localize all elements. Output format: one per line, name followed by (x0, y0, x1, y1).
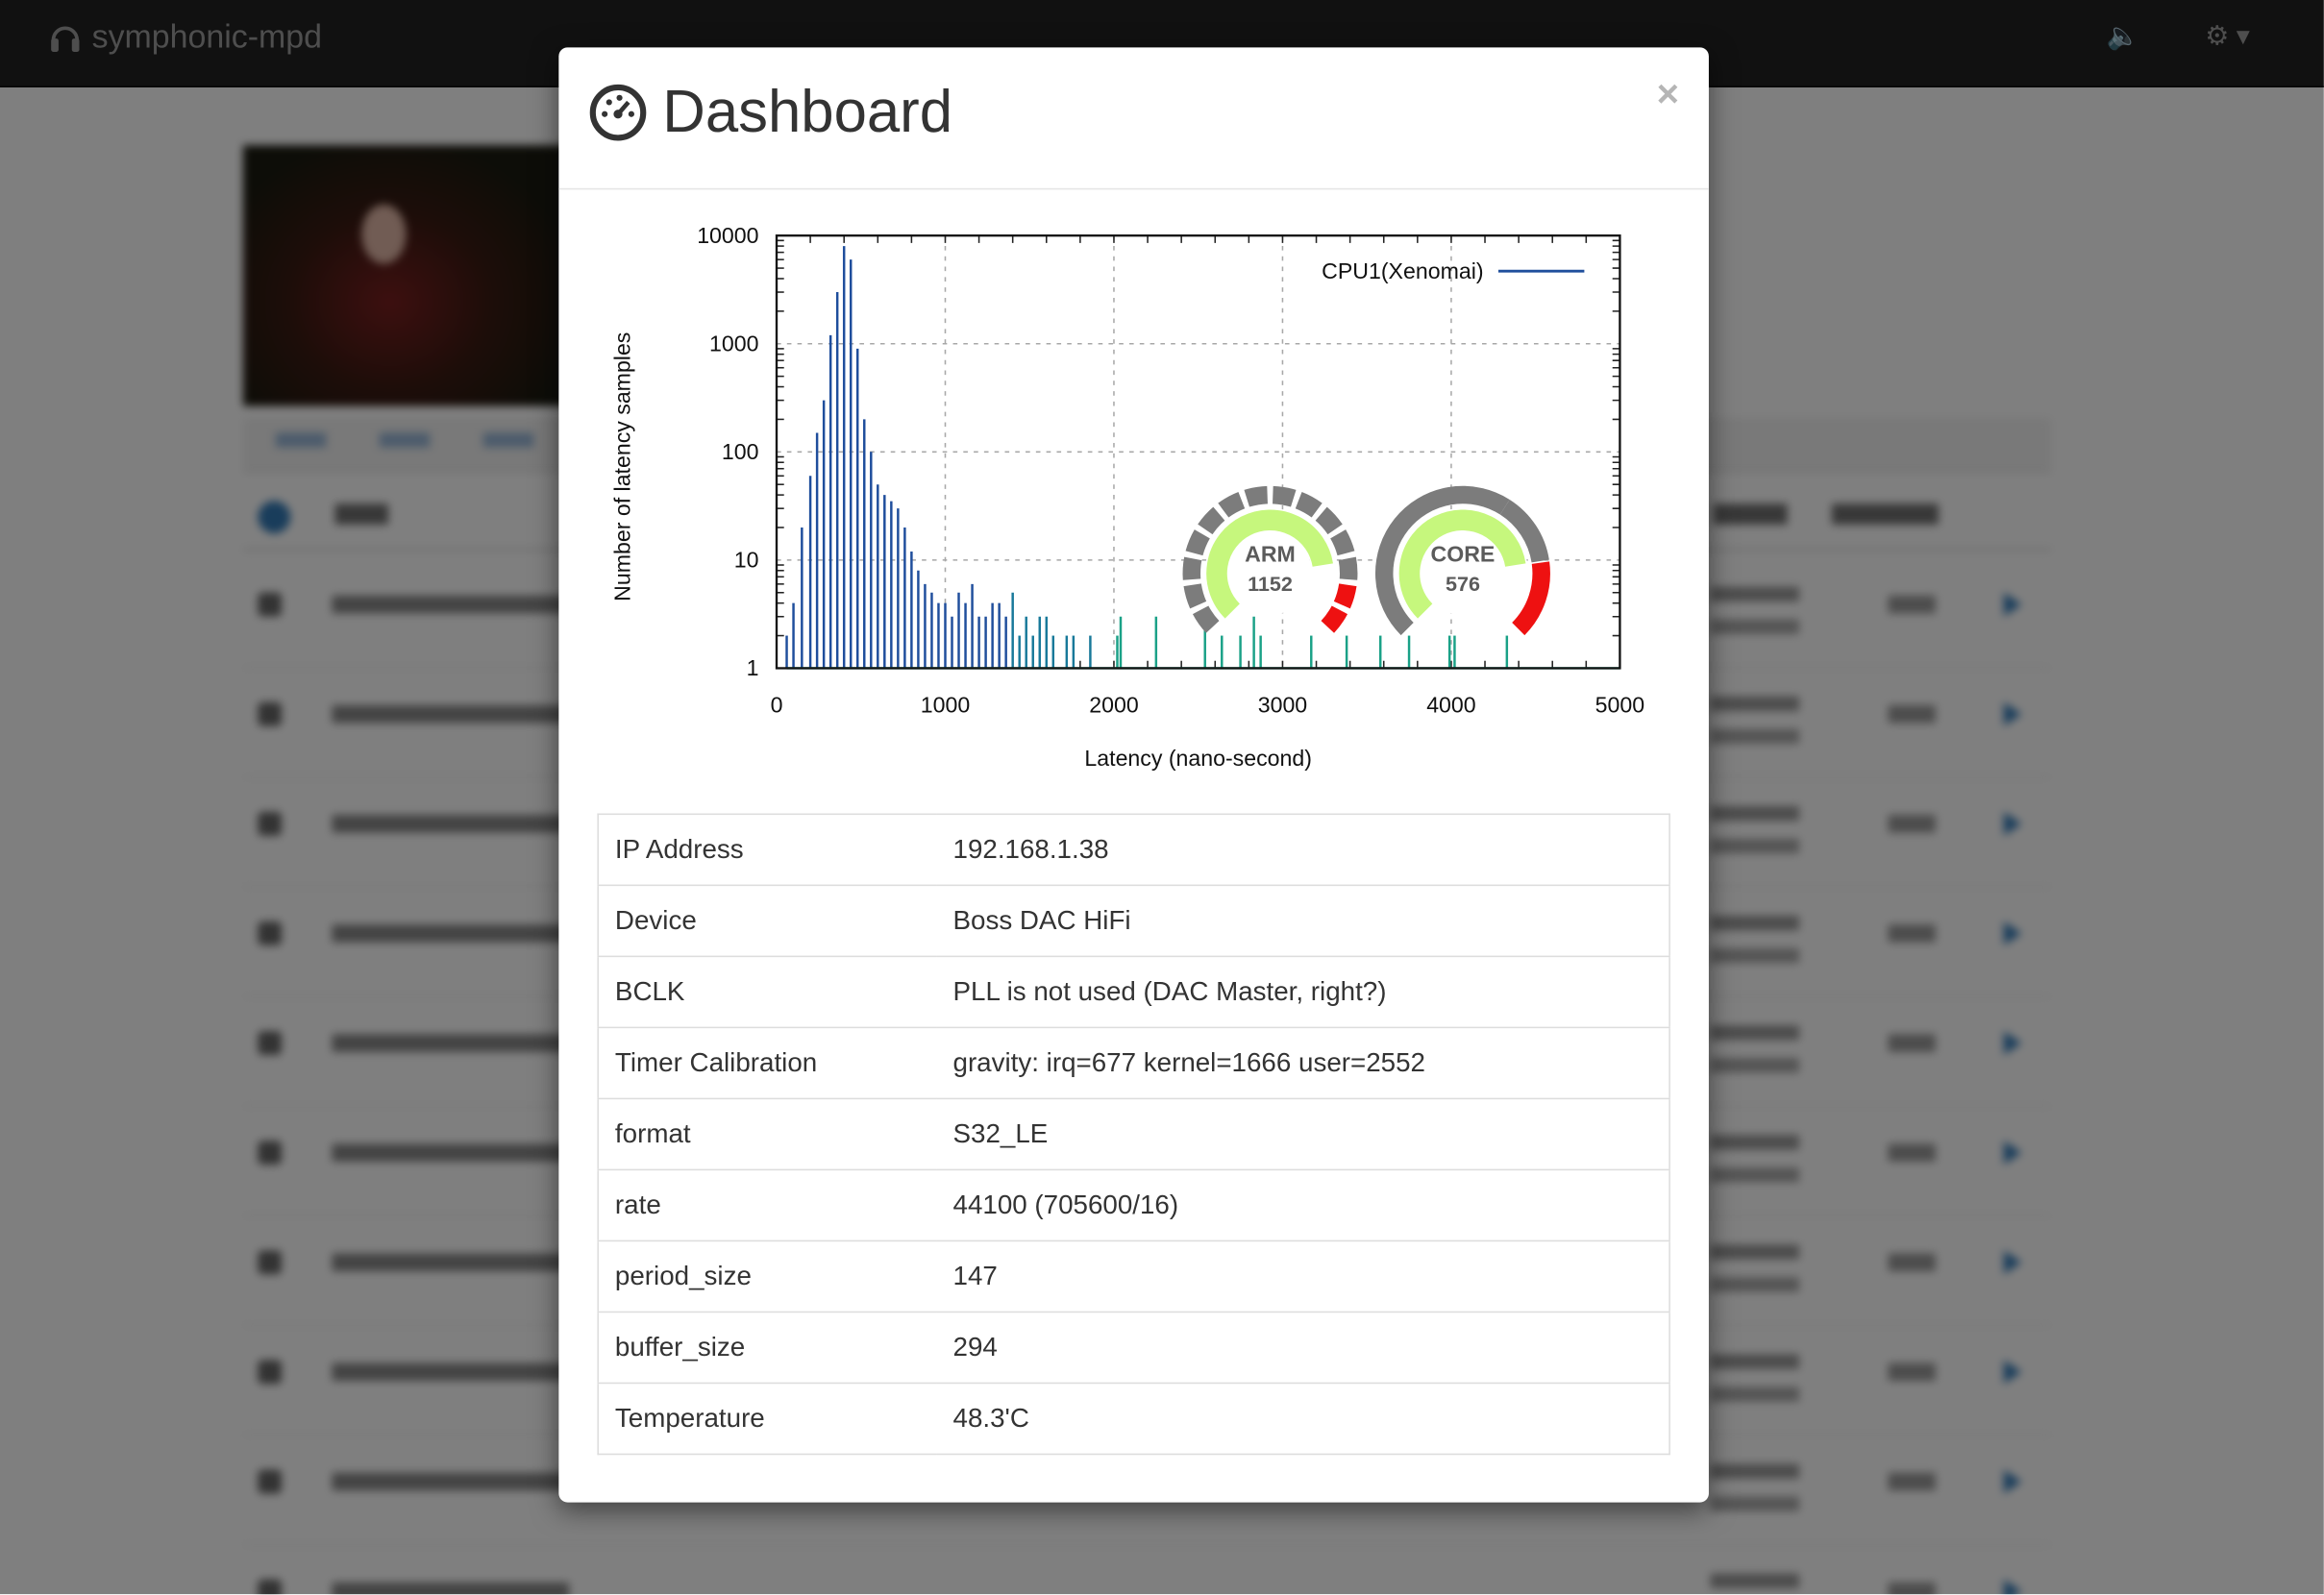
info-value: S32_LE (936, 1097, 1670, 1170)
gauge-center (1228, 531, 1312, 615)
gauge-ring-segment (1330, 529, 1355, 556)
gauge-ring-segment (1183, 583, 1207, 609)
info-key: rate (598, 1168, 937, 1241)
y-tick-label: 10 (734, 548, 759, 573)
info-key: Temperature (598, 1382, 937, 1455)
info-value: 48.3'C (936, 1382, 1670, 1455)
gauge-label: ARM (1245, 541, 1296, 566)
x-axis-label: Latency (nano-second) (1084, 746, 1312, 771)
gauge-ring-segment (1192, 605, 1220, 633)
info-table: IP Address 192.168.1.38 Device Boss DAC HiF… (597, 813, 1670, 1456)
latency-chart: 0 1000 2000 3000 4000 5000 1 10 100 1000 10000 Late… (609, 223, 1644, 771)
info-key: Timer Calibration (598, 1026, 937, 1099)
gauge-center (1421, 531, 1505, 615)
gauge-ring-segment (1333, 583, 1357, 609)
info-key: format (598, 1097, 937, 1170)
x-tick-label: 5000 (1595, 693, 1644, 718)
gauge-ring-segment (1198, 506, 1225, 535)
y-axis-label: Number of latency samples (609, 332, 634, 601)
info-value: Boss DAC HiFi (936, 884, 1670, 957)
table-row: rate 44100 (705600/16) (598, 1168, 1670, 1241)
gauge-fill (1206, 509, 1333, 619)
info-value: 147 (936, 1239, 1670, 1313)
x-tick-label: 4000 (1426, 693, 1475, 718)
info-value: 294 (936, 1311, 1670, 1384)
close-button[interactable]: × (1656, 71, 1680, 116)
gauge-ring-segment (1315, 506, 1343, 535)
legend-label: CPU1(Xenomai) (1322, 258, 1483, 283)
x-tick-label: 2000 (1089, 693, 1138, 718)
table-row: period_size 147 (598, 1239, 1670, 1313)
info-key: Device (598, 884, 937, 957)
x-tick-label: 0 (771, 693, 783, 718)
info-key: buffer_size (598, 1311, 937, 1384)
table-row: Device Boss DAC HiFi (598, 884, 1670, 957)
table-row: IP Address 192.168.1.38 (598, 814, 1669, 885)
gauge-value: 576 (1446, 572, 1480, 596)
y-tick-label: 10000 (697, 223, 758, 248)
modal-header: Dashboard × (558, 47, 1709, 190)
gauge-ring-segment (1375, 485, 1510, 636)
table-row: buffer_size 294 (598, 1311, 1670, 1384)
gauge-ring-segment (1182, 556, 1202, 580)
gauge-ring-segment (1244, 485, 1269, 507)
gauge-ring-segment (1321, 605, 1348, 633)
dashboard-modal: Dashboard × 0 1000 2000 3000 4000 5000 1 10 100 1… (558, 47, 1709, 1503)
info-key: IP Address (614, 834, 744, 864)
table-row: format S32_LE (598, 1097, 1670, 1170)
table-row: Timer Calibration gravity: irq=677 kernel… (598, 1026, 1670, 1099)
info-value: PLL is not used (DAC Master, right?) (936, 955, 1670, 1028)
info-value: 44100 (705600/16) (936, 1168, 1670, 1241)
gauge-value: 1152 (1248, 572, 1293, 596)
gauge-ring-segment (1185, 529, 1210, 556)
info-value: gravity: irq=677 kernel=1666 user=2552 (936, 1026, 1670, 1099)
gauge-ring-segment (1511, 561, 1550, 636)
y-tick-label: 1000 (709, 331, 758, 356)
gauge-ring-segment (1499, 499, 1549, 563)
plot-frame (775, 234, 1621, 670)
info-key: period_size (598, 1239, 937, 1313)
y-tick-label: 100 (722, 439, 759, 464)
info-key: BCLK (598, 955, 937, 1028)
gauge-ring-segment (1295, 491, 1323, 518)
gauge-fill (1398, 509, 1526, 619)
x-tick-label: 3000 (1258, 693, 1307, 718)
modal-title: Dashboard (662, 80, 953, 146)
gauge-ring-segment (1272, 485, 1297, 507)
gauge-label: CORE (1431, 541, 1496, 566)
dashboard-icon (589, 84, 647, 141)
gauge-ring-segment (1338, 556, 1358, 580)
y-tick-label: 1 (747, 655, 759, 680)
gauge-ring-segment (1218, 491, 1246, 518)
x-tick-label: 1000 (921, 693, 970, 718)
info-value: 192.168.1.38 (952, 834, 1109, 864)
table-row: BCLK PLL is not used (DAC Master, right?) (598, 955, 1670, 1028)
table-row: Temperature 48.3'C (598, 1382, 1670, 1455)
